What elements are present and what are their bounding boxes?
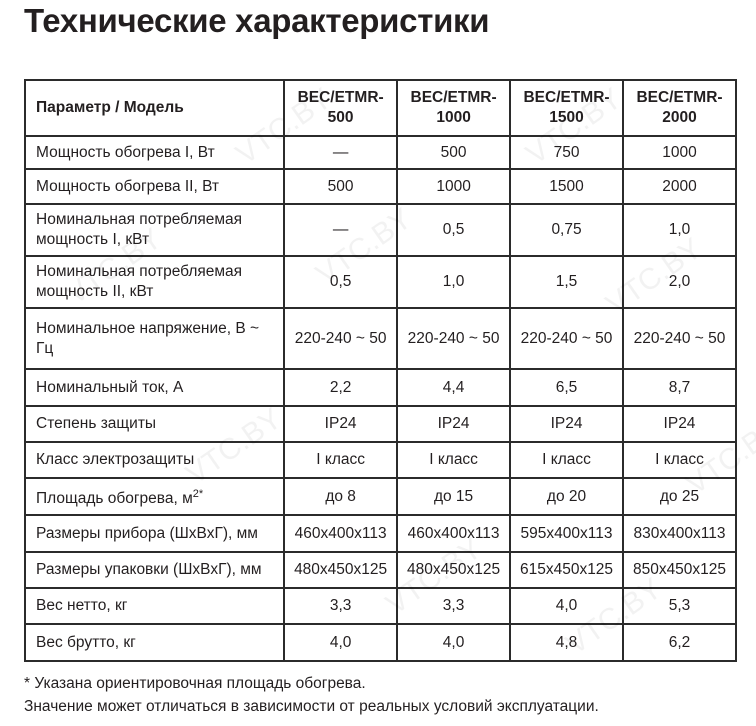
value-cell: 850x450x125 xyxy=(622,551,737,589)
value-cell: до 20 xyxy=(509,477,624,516)
value-cell: 1000 xyxy=(622,135,737,170)
value-cell: до 15 xyxy=(396,477,512,516)
value-cell: 4,0 xyxy=(396,623,512,662)
parameter-cell: Вес брутто, кг xyxy=(23,623,286,662)
value-cell: IP24 xyxy=(396,405,512,443)
table-row: Вес нетто, кг 3,3 3,3 4,0 5,3 xyxy=(23,587,737,625)
value-cell: 0,5 xyxy=(283,255,399,309)
value-cell: 4,8 xyxy=(509,623,624,662)
parameter-cell: Мощность обогрева II, Вт xyxy=(23,168,286,205)
value-cell: I класс xyxy=(622,441,737,479)
value-cell: 615x450x125 xyxy=(509,551,624,589)
value-cell: 2,0 xyxy=(622,255,737,309)
header-parameter: Параметр / Модель xyxy=(23,79,286,137)
value-cell: 480x450x125 xyxy=(283,551,399,589)
value-cell: 5,3 xyxy=(622,587,737,625)
value-cell: 220-240 ~ 50 xyxy=(622,307,737,370)
value-cell: 2,2 xyxy=(283,368,399,407)
table-row: Номинальный ток, А 2,2 4,4 6,5 8,7 xyxy=(23,368,737,407)
value-cell: 6,5 xyxy=(509,368,624,407)
header-model-2000: BEC/ETMR- 2000 xyxy=(622,79,737,137)
value-cell: 1000 xyxy=(396,168,512,205)
parameter-cell: Площадь обогрева, м2* xyxy=(23,477,286,516)
value-cell: 830x400x113 xyxy=(622,514,737,553)
value-cell: 750 xyxy=(509,135,624,170)
value-cell: 460x400x113 xyxy=(396,514,512,553)
footnote-line: Значение может отличаться в зависимости … xyxy=(24,698,599,715)
parameter-cell: Размеры упаковки (ШхВхГ), мм xyxy=(23,551,286,589)
value-cell: 1,0 xyxy=(396,255,512,309)
footnote: * Указана ориентировочная площадь обогре… xyxy=(24,672,599,718)
value-cell: IP24 xyxy=(283,405,399,443)
value-cell: 220-240 ~ 50 xyxy=(283,307,399,370)
value-cell: 6,2 xyxy=(622,623,737,662)
parameter-cell: Вес нетто, кг xyxy=(23,587,286,625)
parameter-cell: Номинальная потребляемая мощность I, кВт xyxy=(23,203,286,257)
value-cell: — xyxy=(283,135,399,170)
specs-table: Параметр / Модель BEC/ETMR- 500 BEC/ETMR-… xyxy=(23,79,737,662)
value-cell: 220-240 ~ 50 xyxy=(396,307,512,370)
parameter-cell: Степень защиты xyxy=(23,405,286,443)
value-cell: I класс xyxy=(396,441,512,479)
table-row: Мощность обогрева II, Вт 500 1000 1500 2000 xyxy=(23,168,737,205)
value-cell: 3,3 xyxy=(396,587,512,625)
value-cell: 480x450x125 xyxy=(396,551,512,589)
value-cell: 595x400x113 xyxy=(509,514,624,553)
value-cell: I класс xyxy=(283,441,399,479)
header-model-1500: BEC/ETMR- 1500 xyxy=(509,79,624,137)
value-cell: 1500 xyxy=(509,168,624,205)
parameter-cell: Номинальная потребляемая мощность II, кВ… xyxy=(23,255,286,309)
table-row: Площадь обогрева, м2* до 8 до 15 до 20 до 25 xyxy=(23,477,737,516)
parameter-cell: Номинальное напряжение, В ~ Гц xyxy=(23,307,286,370)
value-cell: 500 xyxy=(283,168,399,205)
footnote-line: * Указана ориентировочная площадь обогре… xyxy=(24,675,366,692)
value-cell: 2000 xyxy=(622,168,737,205)
value-cell: 4,0 xyxy=(509,587,624,625)
value-cell: 1,5 xyxy=(509,255,624,309)
table-row: Мощность обогрева I, Вт —500 750 1000 xyxy=(23,135,737,170)
header-model-1000: BEC/ETMR- 1000 xyxy=(396,79,512,137)
value-cell: до 25 xyxy=(622,477,737,516)
table-row: Вес брутто, кг 4,0 4,0 4,8 6,2 xyxy=(23,623,737,662)
table-row: Номинальное напряжение, В ~ Гц 220-240 ~ … xyxy=(23,307,737,370)
table-header-row: Параметр / Модель BEC/ETMR- 500 BEC/ETMR-… xyxy=(23,79,737,137)
value-cell: 460x400x113 xyxy=(283,514,399,553)
table-row: Номинальная потребляемая мощность II, кВ… xyxy=(23,255,737,309)
value-cell: 500 xyxy=(396,135,512,170)
parameter-cell: Размеры прибора (ШхВхГ), мм xyxy=(23,514,286,553)
value-cell: 1,0 xyxy=(622,203,737,257)
table-row: Степень защиты IP24 IP24 IP24 IP24 xyxy=(23,405,737,443)
header-model-500: BEC/ETMR- 500 xyxy=(283,79,399,137)
value-cell: IP24 xyxy=(622,405,737,443)
value-cell: 8,7 xyxy=(622,368,737,407)
value-cell: 0,75 xyxy=(509,203,624,257)
value-cell: 4,0 xyxy=(283,623,399,662)
value-cell: 0,5 xyxy=(396,203,512,257)
page-title: Технические характеристики xyxy=(24,2,490,39)
table-row: Номинальная потребляемая мощность I, кВт… xyxy=(23,203,737,257)
table-row: Размеры прибора (ШхВхГ), мм 460x400x113 46… xyxy=(23,514,737,553)
value-cell: до 8 xyxy=(283,477,399,516)
parameter-cell: Класс электрозащиты xyxy=(23,441,286,479)
value-cell: 3,3 xyxy=(283,587,399,625)
value-cell: I класс xyxy=(509,441,624,479)
value-cell: 220-240 ~ 50 xyxy=(509,307,624,370)
parameter-cell: Мощность обогрева I, Вт xyxy=(23,135,286,170)
parameter-cell: Номинальный ток, А xyxy=(23,368,286,407)
value-cell: — xyxy=(283,203,399,257)
value-cell: 4,4 xyxy=(396,368,512,407)
table-row: Размеры упаковки (ШхВхГ), мм 480x450x125 4… xyxy=(23,551,737,589)
value-cell: IP24 xyxy=(509,405,624,443)
table-row: Класс электрозащиты I класс I класс I класс… xyxy=(23,441,737,479)
